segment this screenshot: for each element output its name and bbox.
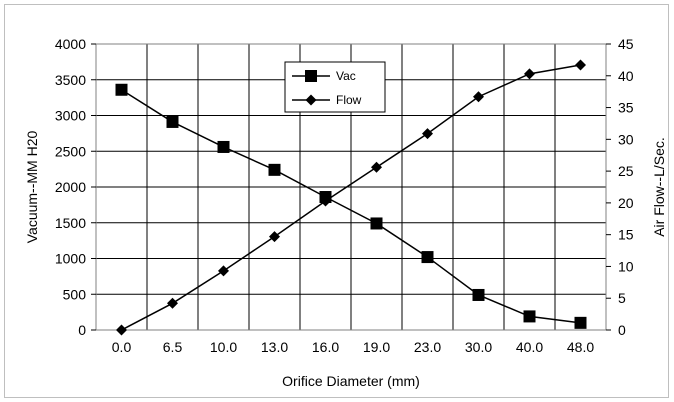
left-tick-label: 500 [63,286,87,302]
data-point-vac [166,115,179,128]
series-layer [115,59,587,336]
data-point-flow [320,195,331,207]
data-point-vac [472,288,485,301]
legend-label: Vac [336,69,356,83]
left-tick-label: 2000 [55,179,86,195]
data-point-vac [217,140,230,153]
right-tick-label: 0 [618,322,626,338]
x-axis-ticks: 0.0 6.5 10.0 13.0 16.0 19.0 23.0 30.0 40.0 48.0 [112,339,595,355]
data-point-flow [218,265,229,277]
right-tick-label: 35 [618,100,634,116]
x-tick-label: 13.0 [261,339,288,355]
legend-item-flow: Flow [292,93,362,107]
legend: Vac Flow [284,61,386,113]
right-tick-label: 15 [618,227,634,243]
right-tick-label: 25 [618,163,634,179]
data-point-vac [421,251,434,264]
left-tick-label: 1000 [55,251,86,267]
legend-item-vac: Vac [292,69,356,83]
right-tick-label: 40 [618,68,634,84]
x-tick-label: 6.5 [163,339,183,355]
data-point-flow [422,128,433,140]
x-tick-label: 10.0 [210,339,237,355]
x-tick-label: 23.0 [414,339,441,355]
right-tick-label: 10 [618,258,634,274]
data-point-flow [524,68,535,80]
legend-swatch-marker [305,70,317,82]
x-tick-label: 40.0 [516,339,543,355]
left-tick-label: 4000 [55,36,86,52]
data-point-flow [575,59,586,71]
right-tick-label: 20 [618,195,634,211]
right-axis-ticks: 0 5 10 15 20 25 30 35 40 45 [606,36,634,338]
x-tick-label: 16.0 [312,339,339,355]
series-vac [115,83,587,329]
right-axis-title: Air Flow--L/Sec. [651,137,667,237]
data-point-flow [116,324,127,336]
data-point-vac [574,316,587,329]
left-tick-label: 2500 [55,143,86,159]
x-tick-label: 48.0 [567,339,594,355]
series-line-flow [121,64,581,331]
legend-box [284,61,386,113]
right-tick-label: 5 [618,290,626,306]
series-line-vac [121,89,581,324]
x-tick-label: 0.0 [112,339,132,355]
series-flow [116,59,586,336]
left-axis-title: Vacuum--MM H20 [24,131,40,244]
x-axis-title: Orifice Diameter (mm) [282,373,420,389]
right-tick-label: 45 [618,36,634,52]
data-point-flow [167,297,178,309]
data-point-vac [370,217,383,230]
data-point-vac [523,310,536,323]
legend-swatch-marker [305,94,317,106]
left-tick-label: 3000 [55,108,86,124]
left-tick-label: 3500 [55,72,86,88]
x-tick-label: 19.0 [363,339,390,355]
left-tick-label: 1500 [55,215,86,231]
data-point-flow [269,231,280,243]
x-tick-label: 30.0 [465,339,492,355]
right-tick-label: 30 [618,131,634,147]
left-tick-label: 0 [78,322,86,338]
data-point-vac [115,83,128,96]
left-axis-ticks: 0 500 1000 1500 2000 2500 3000 3500 4000 [55,36,96,338]
data-point-vac [268,163,281,176]
legend-label: Flow [336,93,362,107]
data-point-flow [371,161,382,173]
data-point-flow [473,91,484,103]
